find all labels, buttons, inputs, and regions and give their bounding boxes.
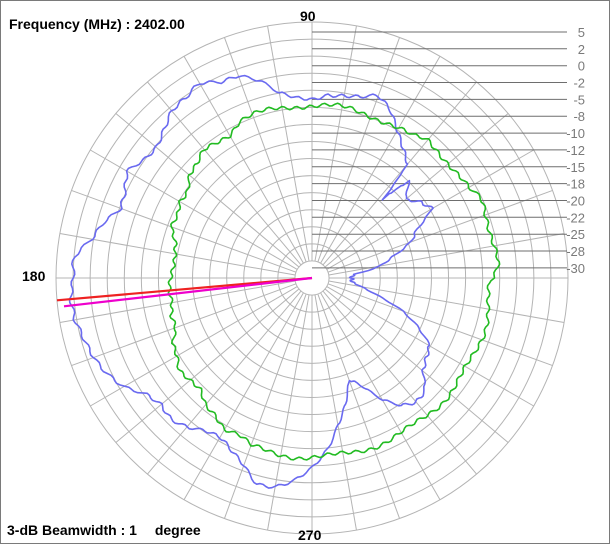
grid-spoke [328,233,565,276]
radial-tick-label: -10 [566,126,585,141]
grid-spoke [147,81,302,266]
frequency-value: 2402.00 [134,16,185,32]
grid-spoke [115,288,300,443]
grid-spoke [267,25,310,262]
series-trace-2 [167,102,501,461]
grid-spoke [322,81,477,266]
radial-scale: 5 2 0 -2-5 -8 -10 -12 -15 -18 -20-22 -25 -28 -30 [312,25,585,276]
grid-spoke [314,294,357,531]
radial-tick-label: -28 [566,244,585,259]
radial-tick-label: -18 [566,177,585,192]
grid-spoke [327,189,553,273]
radial-tick-label: -5 [573,92,585,107]
grid-spoke [147,290,302,475]
grid-spoke [183,56,304,264]
grid-spoke [223,293,307,519]
grid-spoke [71,283,297,367]
beam-line-1 [56,276,313,302]
radial-tick-label: -22 [566,210,585,225]
angle-label-180: 180 [22,268,46,284]
beam-line-2 [63,276,313,308]
grid-spoke [320,56,441,264]
grid-spoke [326,149,534,270]
series-trace-1 [68,74,434,489]
grid-spoke [324,288,509,443]
frequency-label: Frequency (MHz) : [9,16,131,32]
radial-tick-label: 5 [578,25,585,40]
grid-spoke [59,280,296,323]
beam-layer [56,276,313,308]
grid-spoke [322,290,477,475]
grid-spoke [326,286,534,407]
grid-spoke [324,113,509,268]
radial-tick-label: -30 [566,261,585,276]
grid-spoke [317,293,401,519]
beamwidth-label: 3-dB Beamwidth : [7,522,126,538]
series-layer [68,74,501,489]
beamwidth-unit: degree [154,522,201,538]
radial-tick-label: -20 [566,194,585,209]
angle-label-90: 90 [300,8,316,24]
radial-tick-label: 0 [578,59,585,74]
grid-spoke [267,294,310,531]
frequency-readout: Frequency (MHz) : 2402.00 [9,16,185,32]
angle-label-270: 270 [298,527,322,543]
grid-spoke [183,292,304,500]
radial-tick-label: -2 [573,76,585,91]
grid-spoke [328,280,565,323]
grid-spoke [71,189,297,273]
beamwidth-value: 1 [129,522,137,538]
grid-spoke [223,37,307,263]
grid-spoke [90,149,298,270]
radial-tick-label: -12 [566,143,585,158]
beamwidth-readout: 3-dB Beamwidth : 1 degree [7,522,201,538]
grid-spoke [59,233,296,276]
radial-tick-label: -25 [566,227,585,242]
grid-spoke [314,25,357,262]
grid-spoke [320,292,441,500]
grid-spoke [327,283,553,367]
radial-tick-label: -8 [573,109,585,124]
radial-tick-label: 2 [578,42,585,57]
radial-tick-label: -15 [566,160,585,175]
polar-grid-spokes [56,22,568,534]
grid-spoke [115,113,300,268]
